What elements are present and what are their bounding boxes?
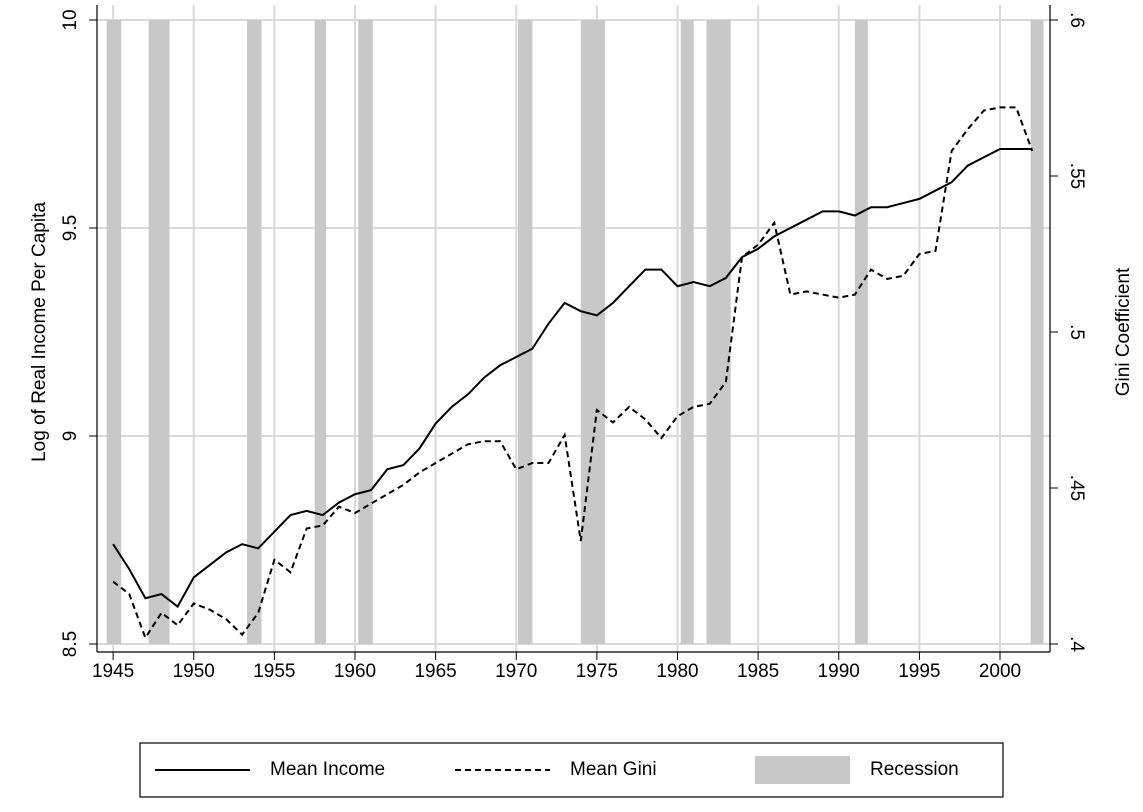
recession-band [148,20,170,644]
legend-label: Mean Income [270,759,385,780]
y2-tick-label: .6 [1066,12,1087,28]
recession-band [106,20,122,644]
y-tick-label: 9 [60,431,81,442]
recession-band [580,20,605,644]
y-tick-label: 10 [60,9,81,30]
data-line [112,106,1034,640]
recession-band [314,20,326,644]
x-tick-label: 1970 [495,661,537,682]
y2-tick-label: .4 [1066,636,1087,652]
y2-tick-label: .55 [1066,163,1087,189]
x-tick-label: 2000 [979,661,1021,682]
x-tick-label: 1960 [334,661,376,682]
recession-band [680,20,694,644]
x-tick-label: 1955 [253,661,295,682]
y2-axis-title: Gini Coefficient [1113,267,1134,396]
x-tick-label: 1990 [818,661,860,682]
y-tick-label: 8.5 [60,631,81,657]
x-tick-label: 1945 [92,661,134,682]
y2-tick-label: .45 [1066,475,1087,501]
legend-box [139,742,1004,798]
recession-band [246,20,262,644]
recession-band [854,20,868,644]
legend-label: Recession [870,759,959,780]
y2-tick-label: .5 [1066,324,1087,340]
y-axis-title: Log of Real Income Per Capita [29,202,50,462]
legend-swatch [755,756,850,784]
data-line [112,147,1033,609]
x-tick-label: 1980 [656,661,698,682]
x-tick-label: 1950 [173,661,215,682]
recession-band [358,20,373,644]
x-tick-label: 1975 [576,661,618,682]
x-tick-label: 1985 [737,661,779,682]
recession-band [1030,20,1044,644]
x-tick-label: 1995 [898,661,940,682]
y-tick-label: 9.5 [60,215,81,241]
recession-band [706,20,731,644]
recession-band [517,20,533,644]
legend-label: Mean Gini [570,759,657,780]
x-tick-label: 1965 [414,661,456,682]
